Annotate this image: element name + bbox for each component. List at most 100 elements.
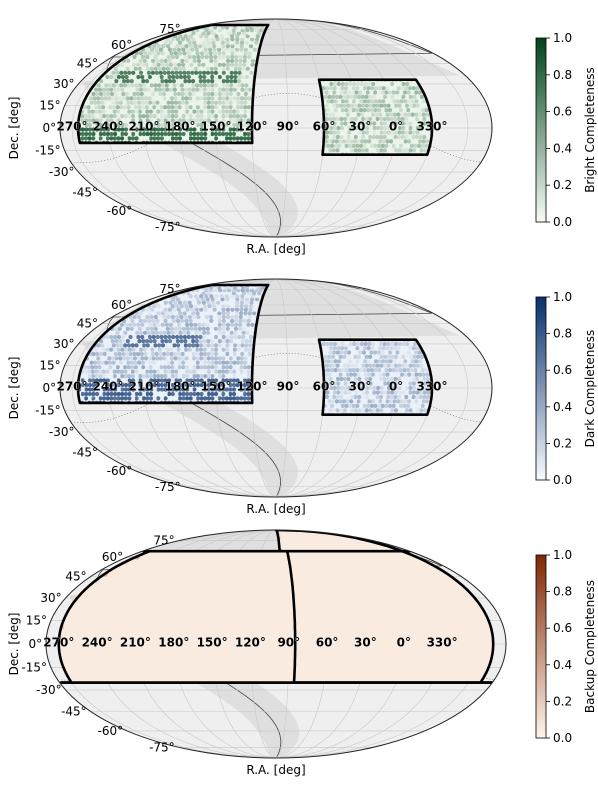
ra-tick-label: 150° — [200, 380, 231, 394]
completeness-tile — [230, 47, 235, 52]
completeness-tile — [188, 96, 193, 101]
completeness-tile — [425, 399, 430, 404]
completeness-tile — [224, 136, 229, 141]
completeness-tile — [221, 136, 226, 141]
completeness-tile — [200, 54, 205, 60]
completeness-tile — [353, 376, 358, 382]
completeness-tile — [390, 148, 395, 153]
completeness-tile — [165, 347, 170, 352]
completeness-tile — [91, 374, 96, 379]
completeness-tile — [419, 390, 424, 395]
completeness-tile — [141, 79, 146, 84]
completeness-tile — [221, 127, 226, 132]
completeness-tile — [420, 108, 425, 113]
completeness-tile — [139, 351, 144, 357]
completeness-tile — [401, 390, 406, 395]
completeness-tile — [229, 343, 234, 348]
completeness-tile — [123, 396, 128, 401]
completeness-tile — [411, 116, 416, 122]
completeness-tile — [344, 359, 349, 364]
completeness-tile — [165, 311, 170, 316]
completeness-tile — [165, 51, 170, 56]
completeness-tile — [199, 100, 204, 105]
completeness-tile — [199, 34, 204, 39]
completeness-tile — [206, 347, 211, 352]
completeness-tile — [213, 396, 219, 401]
completeness-tile — [127, 114, 132, 119]
completeness-tile — [338, 94, 343, 99]
completeness-tile — [199, 378, 204, 383]
completeness-tile — [194, 70, 199, 75]
completeness-tile — [370, 359, 375, 364]
completeness-tile — [246, 391, 251, 397]
completeness-tile — [138, 396, 143, 401]
completeness-tile — [94, 369, 99, 374]
completeness-tile — [425, 116, 430, 122]
completeness-tile — [415, 346, 420, 351]
completeness-tile — [332, 341, 338, 347]
completeness-tile — [203, 47, 208, 52]
completeness-tile — [105, 131, 110, 137]
completeness-tile — [96, 100, 101, 105]
completeness-tile — [188, 105, 193, 110]
completeness-tile — [192, 58, 197, 64]
completeness-tile — [210, 369, 215, 374]
completeness-tile — [333, 108, 338, 113]
completeness-tile — [371, 81, 376, 87]
completeness-tile — [228, 351, 233, 357]
completeness-tile — [213, 109, 219, 114]
completeness-tile — [214, 294, 219, 299]
completeness-tile — [410, 359, 415, 364]
completeness-tile — [192, 365, 197, 370]
completeness-tile — [411, 390, 416, 395]
completeness-tile — [105, 122, 111, 128]
completeness-tile — [188, 382, 193, 388]
completeness-tile — [339, 376, 344, 382]
completeness-tile — [359, 86, 364, 91]
completeness-tile — [202, 304, 207, 309]
completeness-tile — [361, 90, 366, 95]
dec-tick-label: -30° — [49, 425, 75, 439]
completeness-tile — [239, 127, 244, 132]
completeness-tile — [217, 47, 222, 52]
completeness-tile — [414, 359, 419, 364]
completeness-tile — [359, 81, 364, 87]
completeness-tile — [422, 103, 428, 108]
completeness-tile — [159, 109, 164, 114]
completeness-tile — [80, 136, 85, 141]
completeness-tile — [181, 127, 186, 132]
completeness-tile — [120, 127, 125, 132]
completeness-tile — [188, 369, 193, 374]
completeness-tile — [173, 51, 178, 56]
completeness-tile — [370, 99, 375, 104]
completeness-tile — [382, 381, 388, 386]
completeness-tile — [141, 387, 147, 392]
completeness-tile — [420, 368, 425, 373]
completeness-tile — [163, 74, 168, 80]
completeness-tile — [221, 54, 226, 60]
completeness-tile — [249, 330, 254, 335]
completeness-tile — [165, 326, 170, 331]
completeness-tile — [363, 81, 368, 87]
completeness-tile — [388, 372, 394, 377]
completeness-tile — [195, 360, 200, 365]
completeness-tile — [125, 66, 130, 71]
completeness-tile — [199, 311, 204, 316]
footprint-fill — [58, 551, 492, 683]
completeness-tile — [416, 108, 422, 113]
ra-tick-label: 210° — [120, 636, 151, 650]
completeness-tile — [151, 100, 156, 105]
completeness-tile — [190, 37, 195, 42]
completeness-tile — [206, 360, 211, 365]
completeness-tile — [232, 100, 237, 105]
completeness-tile — [228, 356, 233, 361]
completeness-tile — [159, 74, 164, 80]
completeness-tile — [399, 139, 404, 144]
completeness-tile — [188, 294, 193, 299]
completeness-tile — [162, 365, 168, 370]
completeness-tile — [412, 81, 417, 87]
completeness-tile — [191, 87, 196, 92]
completeness-tile — [212, 311, 218, 316]
footprint-outline-ngc — [76, 283, 270, 405]
completeness-tile — [388, 359, 393, 364]
